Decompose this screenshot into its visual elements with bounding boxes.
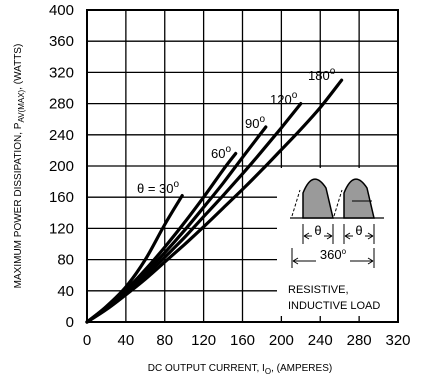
series-label: 120o (270, 90, 298, 107)
series-label: θ = 30o (137, 179, 180, 196)
x-tick-label: 320 (385, 332, 410, 349)
y-axis-title: MAXIMUM POWER DISSIPATION, PAV(MAX), (WA… (13, 44, 26, 289)
x-tick-label: 240 (308, 332, 333, 349)
load-type-line-1: RESISTIVE, (288, 284, 349, 296)
series-label: 90o (245, 114, 265, 131)
series-label: 180o (308, 66, 336, 83)
y-tick-label: 80 (57, 252, 74, 269)
series-label: 60o (211, 144, 231, 161)
x-tick-label: 200 (269, 332, 294, 349)
y-tick-label: 120 (49, 220, 74, 237)
x-tick-label: 80 (156, 332, 173, 349)
firing-angle-marker-2 (333, 189, 343, 217)
half-wave-pulse-2 (343, 178, 375, 219)
series-curve (85, 151, 238, 324)
theta-label-bg-1 (312, 226, 324, 239)
inset-box (277, 168, 397, 316)
y-tick-label: 280 (49, 96, 74, 113)
plot-area-frame (86, 9, 399, 323)
load-type-line-2: INDUCTIVE LOAD (288, 300, 380, 312)
x-axis-title: DC OUTPUT CURRENT, IO, (AMPERES) (148, 363, 332, 376)
series-curves (85, 78, 344, 324)
y-tick-label: 240 (49, 127, 74, 144)
period-label: 360o (320, 247, 347, 262)
theta-label-bg-2 (353, 226, 365, 239)
theta-label-2: θ (355, 223, 362, 238)
theta-label-1: θ (314, 223, 321, 238)
series-curve (85, 78, 344, 324)
waveform-inset: θ θ 360o RESISTIVE, INDUCTIVE LOAD (277, 168, 397, 316)
x-tick-label: 280 (347, 332, 372, 349)
x-tick-label: 40 (118, 332, 135, 349)
y-tick-label: 160 (49, 189, 74, 206)
x-tick-label: 160 (230, 332, 255, 349)
x-tick-label: 0 (83, 332, 91, 349)
grid-lines (87, 10, 398, 322)
half-wave-pulse-1 (302, 178, 334, 219)
firing-angle-marker-1 (291, 189, 301, 217)
x-tick-label: 120 (191, 332, 216, 349)
y-tick-label: 0 (66, 314, 74, 331)
period-label-bg (316, 249, 350, 263)
y-tick-label: 200 (49, 158, 74, 175)
series-curve (85, 125, 268, 324)
tick-labels: 0 40 80 120 160 200 240 280 320 0 40 80 120 160 200 240… (49, 2, 411, 349)
y-tick-label: 360 (49, 33, 74, 50)
y-tick-label: 400 (49, 2, 74, 19)
y-tick-label: 40 (57, 283, 74, 300)
series-labels: θ = 30o 60o 90o 120o 180o (137, 66, 336, 196)
y-tick-label: 320 (49, 64, 74, 81)
